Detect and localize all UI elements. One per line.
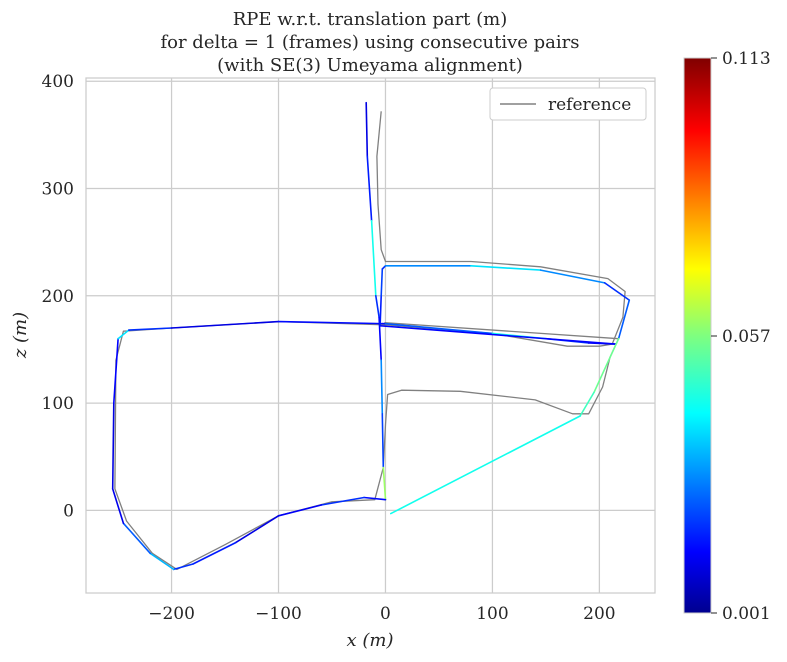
estimated-trajectory-segment (111, 402, 115, 490)
colorbar-mid-label: 0.057 (722, 327, 771, 347)
x-tick-label: 0 (380, 604, 391, 624)
legend-box (489, 87, 647, 121)
plot-frame (85, 77, 656, 594)
colorbar-gradient (683, 57, 712, 614)
estimated-trajectory-segment (389, 415, 581, 515)
estimated-trajectory-segment (172, 563, 194, 571)
estimated-trajectory-segment (539, 269, 606, 284)
plot-area (85, 77, 656, 594)
estimated-trajectory-layer (111, 101, 631, 571)
estimated-trajectory-segment (617, 299, 631, 340)
estimated-trajectory-segment (117, 329, 130, 340)
estimated-trajectory-segment (366, 155, 373, 222)
estimated-trajectory-segment (379, 294, 383, 327)
colorbar-max-label: 0.113 (722, 49, 771, 69)
y-axis-ticks: 0 100 200 300 400 (42, 72, 74, 521)
reference-trajectory-line (114, 111, 626, 571)
estimated-trajectory-segment (593, 337, 620, 394)
estimated-trajectory-segment (365, 101, 369, 158)
plot-background (86, 78, 655, 593)
estimated-trajectory-segment (382, 466, 387, 501)
chart-title: RPE w.r.t. translation part (m) for delt… (160, 9, 579, 76)
x-tick-label: −200 (148, 604, 195, 624)
chart-title-line-1: RPE w.r.t. translation part (m) (233, 9, 508, 30)
x-tick-label: 100 (476, 604, 508, 624)
estimated-trajectory-segment (381, 412, 385, 469)
estimated-trajectory-segment (277, 320, 387, 325)
legend-reference-label: reference (548, 95, 631, 115)
estimated-trajectory-segment (113, 337, 119, 404)
estimated-trajectory-segment (170, 320, 280, 329)
estimated-trajectory-segment (603, 282, 631, 301)
y-tick-label: 100 (42, 394, 74, 414)
y-axis-label: z (m) (10, 312, 31, 359)
x-tick-label: −100 (255, 604, 302, 624)
estimated-trajectory-segment (384, 322, 494, 335)
x-axis-label: x (m) (347, 630, 394, 651)
x-axis-ticks: −200 −100 0 100 200 (148, 604, 615, 624)
estimated-trajectory-segment (374, 294, 380, 319)
chart-title-line-2: for delta = 1 (frames) using consecutive… (160, 32, 579, 53)
estimated-trajectory-segment (234, 514, 280, 544)
reference-trajectory-layer (114, 111, 626, 571)
estimated-trajectory-segment (370, 219, 377, 297)
y-tick-label: 0 (63, 501, 74, 521)
colorbar-min-label: 0.001 (722, 604, 771, 624)
estimated-trajectory-segment (363, 496, 387, 501)
estimated-trajectory-segment (111, 488, 125, 525)
y-tick-label: 200 (42, 287, 74, 307)
estimated-trajectory-segment (470, 264, 542, 271)
estimated-trajectory-segment (379, 324, 617, 345)
estimated-trajectory-segment (320, 496, 365, 506)
estimated-trajectory-segment (380, 268, 384, 297)
estimated-trajectory-segment (192, 541, 237, 565)
y-tick-label: 400 (42, 72, 74, 92)
estimated-trajectory-segment (122, 522, 151, 555)
estimated-trajectory-segment (579, 391, 595, 417)
estimated-trajectory-segment (128, 327, 173, 331)
gridlines (86, 78, 655, 593)
chart-title-line-3: (with SE(3) Umeyama alignment) (217, 55, 523, 76)
estimated-trajectory-segment (277, 504, 323, 517)
legend: reference (489, 87, 647, 121)
estimated-trajectory-segment (380, 359, 384, 415)
colorbar: 0.113 0.057 0.001 (683, 49, 771, 624)
y-tick-label: 300 (42, 180, 74, 200)
x-tick-label: 200 (583, 604, 615, 624)
estimated-trajectory-segment (149, 552, 175, 571)
